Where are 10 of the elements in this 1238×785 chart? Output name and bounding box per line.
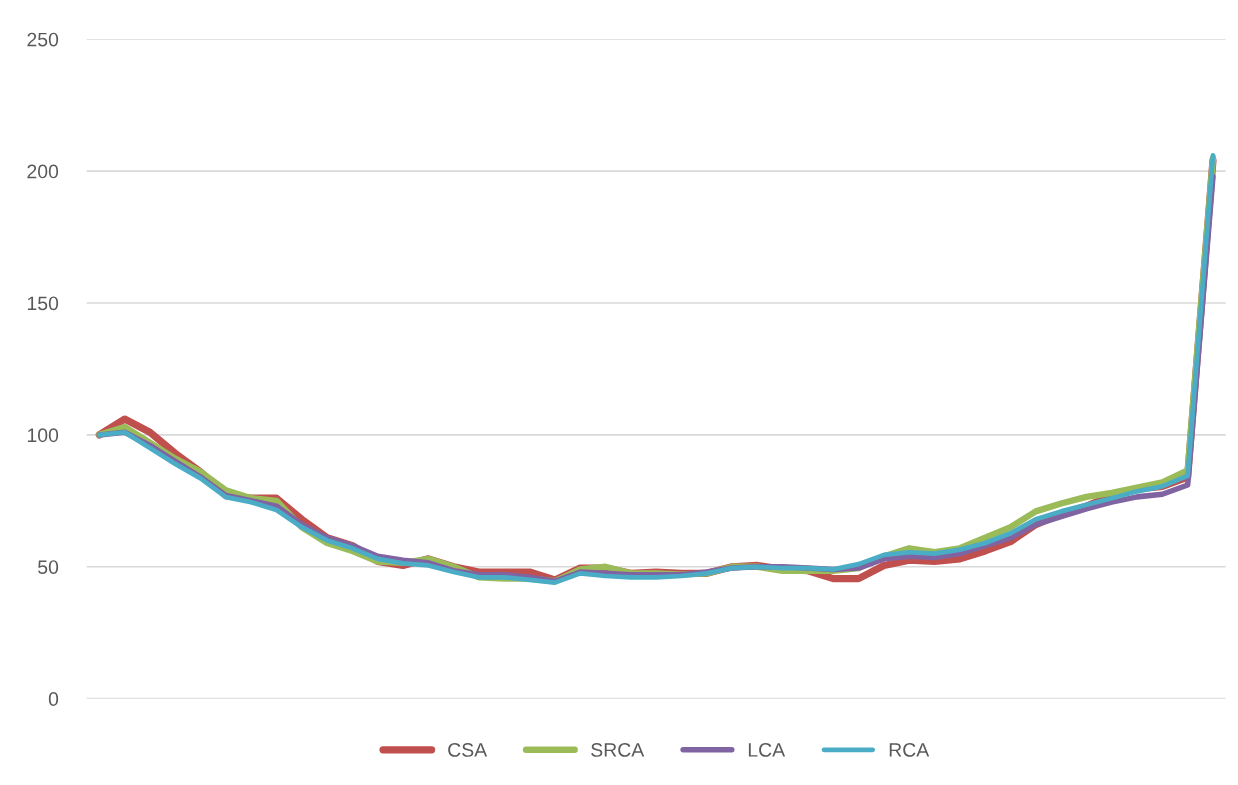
y-tick-label: 50 (38, 560, 59, 575)
legend-label: CSA (448, 743, 488, 757)
y-tick-label: 150 (27, 296, 59, 311)
y-tick-label: 0 (48, 692, 59, 706)
y-tick-label: 100 (27, 428, 59, 443)
legend-label: LCA (748, 743, 786, 757)
legend-label: SRCA (591, 743, 645, 757)
y-tick-label: 250 (27, 32, 59, 47)
y-tick-label: 200 (27, 164, 59, 179)
legend-label: RCA (889, 743, 930, 757)
